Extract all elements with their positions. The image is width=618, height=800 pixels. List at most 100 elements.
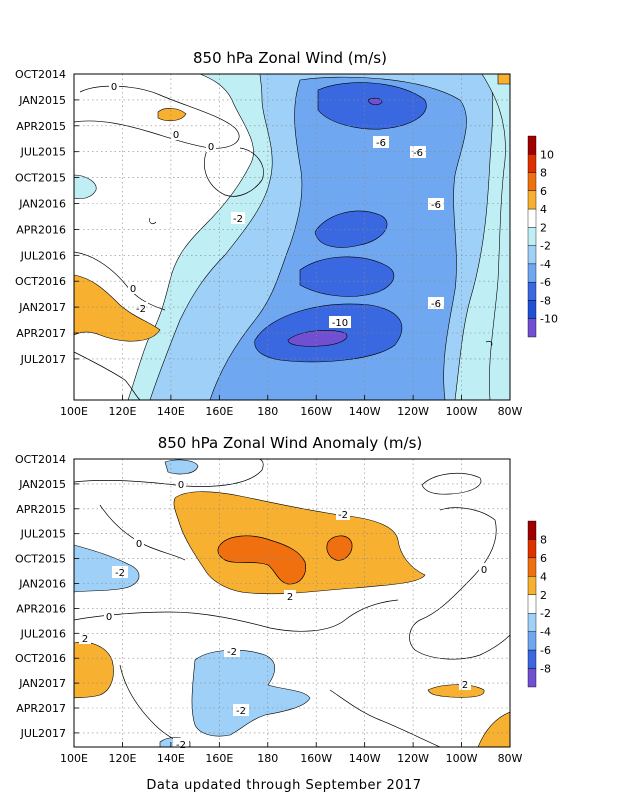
- colorbar-swatch: [527, 281, 537, 301]
- colorbar-label: -2: [540, 607, 551, 620]
- x-tick-label: 180: [257, 405, 278, 418]
- y-tick-label: JAN2017: [18, 677, 66, 690]
- y-tick-label: JAN2016: [18, 578, 66, 591]
- x-tick-label: 180: [257, 752, 278, 765]
- anomaly-contour-zero-a: [73, 458, 264, 487]
- anomaly-contour-zero-b: [99, 504, 186, 561]
- y-tick-label: OCT2015: [15, 172, 66, 185]
- colorbar-label: 8: [540, 167, 547, 180]
- contour-label: 0: [208, 142, 214, 153]
- colorbar: 8 6 4 2 -2 -4 -6 -8: [527, 520, 551, 688]
- colorbar-swatch: [527, 190, 537, 210]
- anomaly-region-minus2-c: [191, 649, 311, 737]
- y-tick-label: APR2017: [16, 327, 66, 340]
- field-region-minus8-b: [314, 210, 388, 248]
- contour-zero-e: [149, 217, 157, 224]
- chart-title: 850 hPa Zonal Wind (m/s): [193, 49, 387, 67]
- y-tick-label: OCT2016: [15, 275, 66, 288]
- x-tick-label: 100E: [60, 405, 88, 418]
- anomaly-contour-zero-e: [409, 507, 511, 660]
- y-tick-label: JAN2017: [18, 301, 66, 314]
- field-west-plus2-a: [73, 274, 161, 342]
- x-tick-label: 120E: [108, 752, 136, 765]
- contour-label: -2: [227, 647, 237, 658]
- y-axis-ticks: OCT2014 JAN2015 APR2015 JUL2015 OCT2015 JAN20…: [15, 68, 79, 366]
- colorbar-swatch: [527, 135, 537, 155]
- x-tick-label: 120W: [397, 752, 429, 765]
- colorbar-label: -6: [540, 644, 551, 657]
- colorbar: 10 8 6 4 2 -2 -4 -6 -8 -10: [527, 135, 558, 338]
- colorbar-swatch: [527, 172, 537, 192]
- contour-label: 0: [111, 82, 117, 93]
- colorbar-label: 8: [540, 533, 547, 546]
- colorbar-label: -4: [540, 626, 551, 639]
- y-tick-label: APR2016: [16, 223, 66, 236]
- colorbar-swatch: [527, 613, 537, 632]
- colorbar-label: 6: [540, 185, 547, 198]
- contour-label: 0: [178, 480, 184, 491]
- anomaly-contour-zero-g: [329, 689, 441, 748]
- colorbar-swatch: [527, 649, 537, 669]
- y-tick-label: JUL2016: [20, 249, 66, 262]
- x-axis-ticks: 100E 120E 140E 160E 180 160W 140W 120W 100W 80W: [60, 395, 523, 418]
- grid-lines: [74, 459, 510, 747]
- x-tick-label: 140W: [349, 752, 381, 765]
- anomaly-contour-labels: 0 -2 -2 0 0 -2 2 0 2 -2 -2 2: [79, 478, 489, 751]
- x-tick-label: 120E: [108, 405, 136, 418]
- y-tick-label: OCT2015: [15, 553, 66, 566]
- plot-frame: [73, 458, 511, 748]
- x-tick-label: 140E: [157, 752, 185, 765]
- chart-title: 850 hPa Zonal Wind Anomaly (m/s): [158, 434, 423, 452]
- contour-label: 2: [462, 680, 468, 691]
- contour-label: 0: [106, 612, 112, 623]
- y-tick-label: JAN2016: [18, 198, 66, 211]
- colorbar-label: -8: [540, 294, 551, 307]
- field-east-minus2: [481, 73, 511, 401]
- contour-labels: 0 0 0 -2 -6 -6 -6 -6 -2 -10 0: [109, 80, 444, 329]
- colorbar-swatch: [527, 557, 537, 577]
- x-tick-label: 140W: [349, 405, 381, 418]
- contour-label: 0: [481, 565, 487, 576]
- colorbar-label: 4: [540, 203, 547, 216]
- colorbar-swatch: [527, 668, 537, 688]
- x-tick-label: 80W: [498, 752, 523, 765]
- colorbar-label: -10: [540, 313, 558, 326]
- y-tick-label: APR2017: [16, 702, 66, 715]
- y-axis-ticks: OCT2014 JAN2015 APR2015 JUL2015 OCT2015 JAN20…: [15, 453, 79, 740]
- y-tick-label: JUL2017: [20, 353, 66, 366]
- colorbar-swatch: [527, 318, 537, 338]
- colorbar-swatch: [527, 594, 537, 614]
- y-tick-label: JUL2016: [20, 627, 66, 640]
- colorbar-swatch: [527, 520, 537, 540]
- contour-zero-d: [73, 351, 141, 401]
- contour-label: 0: [173, 130, 179, 141]
- anomaly-region-plus2-west-a: [73, 641, 114, 699]
- colorbar-label: 6: [540, 552, 547, 565]
- anomaly-region-plus4-b: [326, 535, 353, 561]
- footer-note: Data updated through September 2017: [146, 778, 421, 793]
- colorbar-swatch: [527, 263, 537, 283]
- colorbar-swatch: [527, 227, 537, 246]
- colorbar-label: -8: [540, 663, 551, 676]
- anomaly-region-minus2-b: [164, 459, 199, 475]
- x-tick-label: 120W: [397, 405, 429, 418]
- x-tick-label: 140E: [157, 405, 185, 418]
- field-region-minus8-a: [317, 82, 427, 130]
- anomaly-contour-zero-d: [421, 472, 482, 495]
- contour-label: 2: [82, 634, 88, 645]
- contour-zero-a: [73, 85, 240, 149]
- y-tick-label: JAN2015: [18, 478, 66, 491]
- x-tick-label: 160W: [300, 405, 332, 418]
- anomaly-contour-zero-c: [73, 599, 399, 632]
- anomaly-region-plus2-main: [173, 491, 426, 595]
- contour-label: -6: [431, 200, 441, 211]
- x-tick-label: 100W: [446, 405, 478, 418]
- contour-label: -2: [176, 740, 186, 751]
- colorbar-label: 10: [540, 148, 554, 161]
- anomaly-region-minus2-a: [73, 544, 140, 593]
- contour-label: -2: [338, 510, 348, 521]
- x-axis-ticks: 100E 120E 140E 160E 180 160W 140W 120W 100W 80W: [60, 742, 523, 765]
- field-region-minus10-b: [287, 330, 348, 347]
- anomaly-region-plus4-a: [217, 535, 306, 585]
- contour-label: -2: [233, 214, 243, 225]
